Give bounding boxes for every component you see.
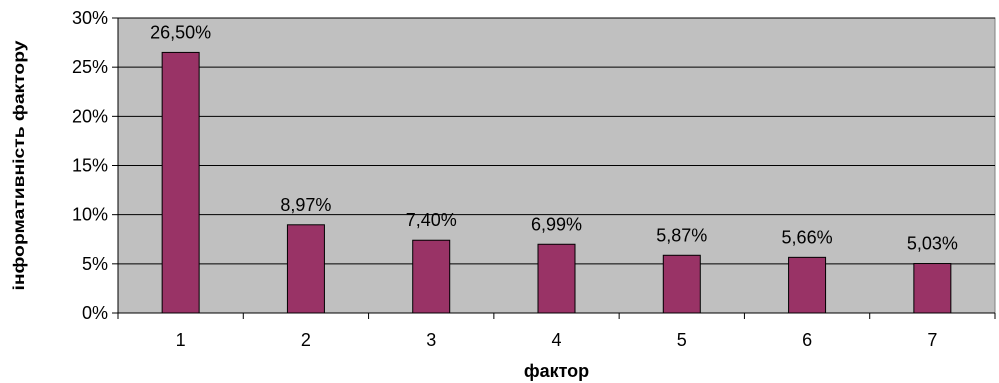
x-tick-label: 7 (927, 330, 937, 350)
data-label: 5,87% (656, 225, 707, 245)
bar (913, 263, 952, 314)
bar (286, 224, 325, 314)
y-tick-label: 10% (72, 205, 108, 225)
axes (112, 17, 996, 319)
bar (788, 256, 827, 314)
x-tick-labels: 1 2 3 4 5 6 7 (176, 330, 938, 350)
data-label: 26,50% (150, 22, 211, 42)
y-tick-label: 15% (72, 156, 108, 176)
y-tick-label: 25% (72, 57, 108, 77)
bars (161, 51, 952, 314)
x-tick-label: 1 (176, 330, 186, 350)
bar (412, 239, 451, 314)
x-tick-label: 4 (551, 330, 561, 350)
y-tick-label: 5% (82, 254, 108, 274)
y-tick-label: 0% (82, 303, 108, 323)
x-axis-title: фактор (524, 361, 589, 381)
bar (537, 243, 576, 314)
y-axis-title: інформативність фактору (11, 40, 28, 290)
x-tick-label: 3 (426, 330, 436, 350)
data-label: 8,97% (280, 195, 331, 215)
y-tick-label: 20% (72, 106, 108, 126)
y-tick-labels: 0% 5% 10% 15% 20% 25% 30% (72, 8, 108, 323)
gridlines (118, 17, 995, 265)
data-label: 7,40% (406, 210, 457, 230)
x-tick-label: 6 (802, 330, 812, 350)
data-labels: 26,50% 8,97% 7,40% 6,99% 5,87% 5,66% 5,03% (150, 22, 958, 253)
x-tick-label: 5 (677, 330, 687, 350)
bar (161, 51, 200, 314)
data-label: 6,99% (531, 214, 582, 234)
bar (662, 254, 701, 314)
data-label: 5,03% (907, 234, 958, 254)
data-label: 5,66% (782, 227, 833, 247)
y-tick-label: 30% (72, 8, 108, 28)
x-tick-label: 2 (301, 330, 311, 350)
